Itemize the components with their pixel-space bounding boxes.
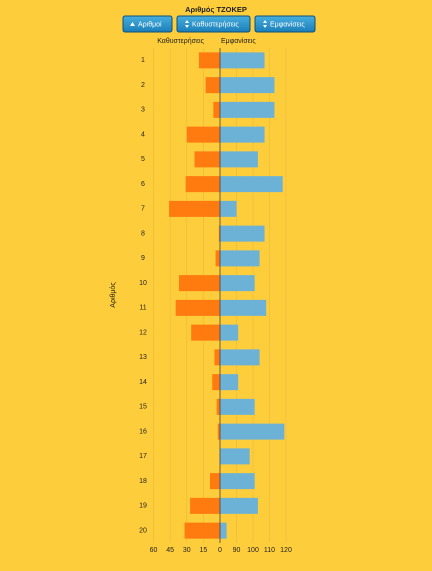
bar xyxy=(220,200,237,217)
bar xyxy=(220,448,250,465)
x2-tick-label: 90 xyxy=(233,547,241,554)
bar xyxy=(216,398,220,415)
y-tick-label: 9 xyxy=(141,255,145,262)
y-tick-label: 19 xyxy=(139,503,147,510)
y-tick-label: 8 xyxy=(141,230,145,237)
x-tick-label: 60 xyxy=(150,547,158,554)
x-tick-label: 45 xyxy=(166,547,174,554)
y-tick-label: 4 xyxy=(141,131,145,138)
button-bg[interactable] xyxy=(254,15,316,33)
bar xyxy=(213,101,220,118)
bar xyxy=(220,126,265,143)
bar xyxy=(220,176,283,193)
bar xyxy=(205,77,220,94)
y-tick-label: 10 xyxy=(139,280,147,287)
y-tick-label: 17 xyxy=(139,453,147,460)
button[interactable]: Καθυστερήσεις xyxy=(176,15,251,33)
x2-tick-label: 120 xyxy=(280,547,292,554)
y-tick-label: 16 xyxy=(139,428,147,435)
bar xyxy=(220,522,227,539)
y-tick-label: 2 xyxy=(141,82,145,89)
y-tick-label: 14 xyxy=(139,379,147,386)
bar xyxy=(220,324,239,341)
button-label[interactable]: Εμφανίσεις xyxy=(270,20,305,28)
y-tick-label: 5 xyxy=(141,156,145,163)
y-tick-label: 12 xyxy=(139,329,147,336)
bar xyxy=(220,77,275,94)
y-tick-label: 3 xyxy=(141,107,145,114)
sort-icon xyxy=(185,20,189,28)
bar xyxy=(194,151,220,168)
chart-title: Αριθμός ΤΖΟΚΕΡ xyxy=(185,5,247,14)
bar xyxy=(220,473,255,490)
bar xyxy=(191,324,220,341)
bar xyxy=(220,374,239,391)
bar xyxy=(217,423,220,440)
bar xyxy=(212,374,220,391)
bar xyxy=(220,52,265,69)
bar xyxy=(220,423,285,440)
button-bg[interactable] xyxy=(176,15,251,33)
legend-label: Εμφανίσεις xyxy=(221,37,256,45)
bar xyxy=(210,473,220,490)
bar xyxy=(215,250,220,267)
y-tick-label: 15 xyxy=(139,404,147,411)
y-axis-label: Αριθμός xyxy=(109,282,117,308)
bar xyxy=(179,275,220,292)
bar xyxy=(220,225,265,242)
bar xyxy=(218,225,220,242)
y-tick-label: 13 xyxy=(139,354,147,361)
bar xyxy=(185,176,220,193)
y-tick-label: 7 xyxy=(141,206,145,213)
bar xyxy=(190,497,220,514)
bar xyxy=(214,349,220,366)
x2-tick-label: 110 xyxy=(264,547,275,554)
button-label[interactable]: Αριθμοί xyxy=(138,20,162,28)
bar xyxy=(175,299,220,316)
bar xyxy=(220,299,267,316)
bar xyxy=(220,398,255,415)
bar xyxy=(169,200,220,217)
y-tick-label: 6 xyxy=(141,181,145,188)
bar xyxy=(220,275,255,292)
y-tick-label: 18 xyxy=(139,478,147,485)
y-tick-label: 11 xyxy=(139,305,146,312)
x-tick-label: 15 xyxy=(199,547,207,554)
legend-label: Καθυστερήσεις xyxy=(157,38,204,45)
bar xyxy=(220,101,275,118)
button[interactable]: Αριθμοί xyxy=(122,15,173,33)
x2-tick-label: 100 xyxy=(247,547,259,554)
button-label[interactable]: Καθυστερήσεις xyxy=(192,21,239,28)
x-tick-label: 0 xyxy=(218,547,222,554)
y-tick-label: 20 xyxy=(139,527,147,534)
bar xyxy=(220,151,258,168)
y-tick-label: 1 xyxy=(141,57,145,64)
button-bg[interactable] xyxy=(122,15,173,33)
button[interactable]: Εμφανίσεις xyxy=(254,15,316,33)
sort-icon xyxy=(130,22,135,26)
bar xyxy=(184,522,220,539)
sort-icon xyxy=(263,20,267,28)
bar xyxy=(220,497,258,514)
x-tick-label: 30 xyxy=(183,547,191,554)
bar xyxy=(220,250,260,267)
bar xyxy=(220,349,260,366)
bar xyxy=(186,126,220,143)
bar xyxy=(198,52,220,69)
